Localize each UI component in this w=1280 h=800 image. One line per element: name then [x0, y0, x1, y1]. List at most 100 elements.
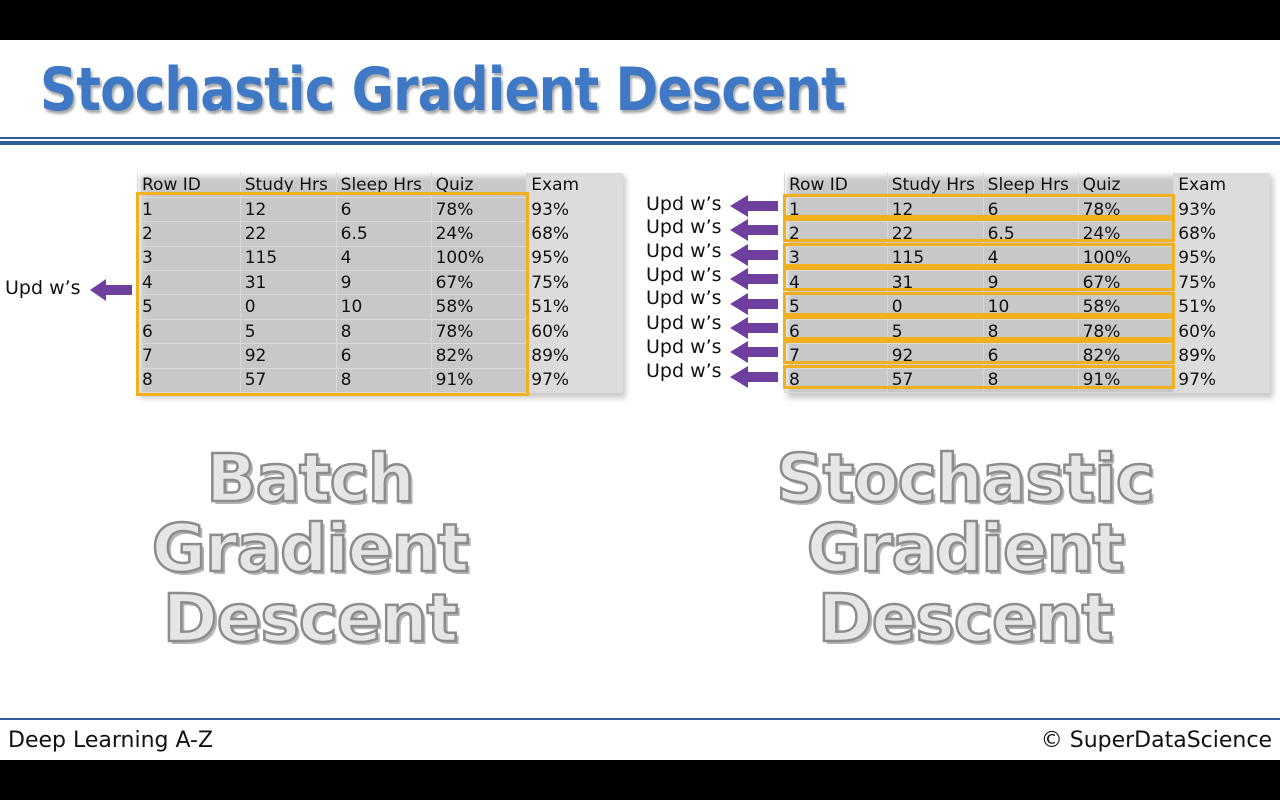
table-cell: 95%: [1173, 245, 1270, 272]
table-cell: 75%: [1173, 270, 1270, 296]
update-weights-label: Upd w’s: [5, 277, 81, 299]
left-arrow-icon: [730, 341, 778, 364]
column-header: Sleep Hrs: [982, 173, 1079, 198]
stochastic-data-table: Row ID Study Hrs Sleep Hrs Quiz Exam 1 12 6 78%…: [784, 173, 1270, 394]
table-cell: 6.5: [982, 221, 1079, 247]
table-row: 7 92 6 82% 89%: [137, 343, 623, 369]
table-cell: 93%: [1173, 196, 1270, 223]
table-cell: 4: [335, 245, 432, 272]
table-row: 5 0 10 58% 51%: [784, 294, 1270, 320]
table-cell: 115: [239, 245, 337, 272]
table-cell: 58%: [1077, 294, 1175, 320]
table-cell: 100%: [430, 245, 528, 272]
column-header: Study Hrs: [886, 173, 984, 198]
table-cell: 7: [784, 343, 888, 369]
table-cell: 6: [335, 343, 432, 369]
table-cell: 12: [239, 196, 337, 223]
table-cell: 8: [982, 318, 1079, 345]
title-divider: [0, 137, 1280, 139]
row-highlight-box: [783, 218, 1175, 243]
table-cell: 51%: [526, 294, 623, 320]
update-weights-label: Upd w’s: [646, 216, 722, 238]
table-cell: 6: [137, 318, 241, 345]
table-cell: 8: [335, 367, 432, 394]
table-cell: 6: [784, 318, 888, 345]
batch-word-3: Descent: [162, 579, 460, 659]
table-cell: 115: [886, 245, 984, 272]
row-highlight-box: [783, 194, 1175, 218]
table-cell: 5: [239, 318, 337, 345]
column-header: Exam: [1173, 173, 1270, 198]
table-row: 5 0 10 58% 51%: [137, 294, 623, 320]
left-arrow-icon: [730, 219, 778, 242]
title-divider-thick: [0, 141, 1280, 145]
table-cell: 60%: [1173, 318, 1270, 345]
update-weights-label: Upd w’s: [646, 193, 722, 215]
table-cell: 95%: [526, 245, 623, 272]
table-cell: 9: [335, 270, 432, 296]
batch-highlight-box: [136, 192, 529, 396]
table-cell: 82%: [430, 343, 528, 369]
table-cell: 51%: [1173, 294, 1270, 320]
table-cell: 82%: [1077, 343, 1175, 369]
table-cell: 3: [784, 245, 888, 272]
course-name: Deep Learning A-Z: [8, 728, 214, 753]
table-cell: 68%: [526, 221, 623, 247]
row-highlight-box: [783, 340, 1175, 365]
table-header-row: Row ID Study Hrs Sleep Hrs Quiz Exam: [784, 173, 1270, 198]
slide-title: Stochastic Gradient Descent: [40, 55, 846, 125]
table-cell: 12: [886, 196, 984, 223]
row-highlight-box: [783, 242, 1175, 267]
table-cell: 31: [239, 270, 337, 296]
table-cell: 68%: [1173, 221, 1270, 247]
table-cell: 9: [982, 270, 1079, 296]
table-cell: 10: [335, 294, 432, 320]
update-weights-label: Upd w’s: [646, 336, 722, 358]
table-row: 4 31 9 67% 75%: [137, 270, 623, 296]
batch-word-2: Gradient: [151, 509, 471, 589]
table-cell: 24%: [430, 221, 528, 247]
table-cell: 89%: [526, 343, 623, 369]
table-cell: 91%: [430, 367, 528, 394]
update-weights-label: Upd w’s: [646, 312, 722, 334]
table-cell: 97%: [1173, 367, 1270, 394]
left-arrow-icon: [730, 243, 778, 266]
table-cell: 24%: [1077, 221, 1175, 247]
left-arrow-icon: [730, 365, 778, 388]
table-cell: 31: [886, 270, 984, 296]
stochastic-word-3: Descent: [817, 579, 1115, 659]
table-cell: 1: [137, 196, 241, 223]
table-cell: 58%: [430, 294, 528, 320]
table-cell: 8: [335, 318, 432, 345]
table-cell: 5: [784, 294, 888, 320]
table-cell: 97%: [526, 367, 623, 394]
row-highlight-box: [783, 267, 1175, 292]
table-cell: 4: [982, 245, 1079, 272]
table-cell: 57: [239, 367, 337, 394]
table-cell: 78%: [430, 318, 528, 345]
row-highlight-box: [783, 291, 1175, 316]
table-row: 2 22 6.5 24% 68%: [784, 221, 1270, 247]
left-arrow-icon: [730, 268, 778, 291]
slide: Stochastic Gradient Descent Row ID Study …: [0, 40, 1280, 760]
table-cell: 67%: [1077, 270, 1175, 296]
stochastic-word-2: Gradient: [806, 509, 1126, 589]
table-row: 3 115 4 100% 95%: [137, 245, 623, 272]
left-arrow-icon: [730, 195, 778, 217]
table-cell: 22: [886, 221, 984, 247]
table-row: 6 5 8 78% 60%: [137, 318, 623, 345]
stochastic-word-1: Stochastic: [775, 439, 1156, 519]
table-cell: 78%: [1077, 196, 1175, 223]
update-weights-label: Upd w’s: [646, 360, 722, 382]
table-cell: 5: [137, 294, 241, 320]
update-weights-label: Upd w’s: [646, 264, 722, 286]
table-cell: 3: [137, 245, 241, 272]
table-row: 7 92 6 82% 89%: [784, 343, 1270, 369]
table-cell: 75%: [526, 270, 623, 296]
update-weights-label: Upd w’s: [646, 240, 722, 262]
footer-divider: [0, 718, 1280, 720]
table-cell: 5: [886, 318, 984, 345]
left-arrow-icon: [730, 317, 778, 339]
left-arrow-icon: [730, 292, 778, 315]
left-arrow-icon: [90, 279, 132, 301]
